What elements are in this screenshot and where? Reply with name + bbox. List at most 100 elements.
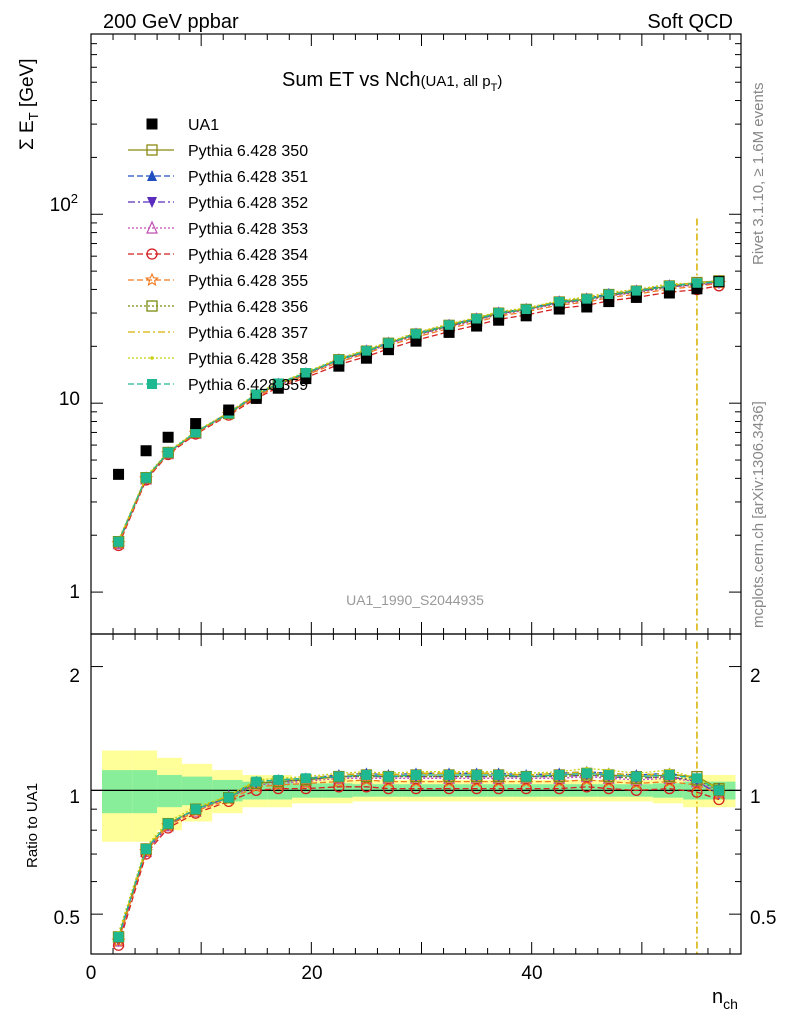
series-359-overlay-point xyxy=(664,281,674,291)
plot-title-sub-close: ) xyxy=(497,73,502,90)
main-plot-series xyxy=(111,218,727,634)
main-ylabel: Σ ET [GeV] xyxy=(17,58,41,150)
legend-label-350: Pythia 6.428 350 xyxy=(188,143,308,160)
legend-label-352: Pythia 6.428 352 xyxy=(188,195,308,212)
series-354-ratio-point xyxy=(410,782,422,795)
series-359-overlay-point xyxy=(383,338,393,348)
legend-label-357: Pythia 6.428 357 xyxy=(188,325,308,342)
series-358-line-ratio xyxy=(117,767,720,934)
ratio-uncertainty-bands xyxy=(91,750,741,842)
series-355-main xyxy=(111,275,727,550)
legend-label-351: Pythia 6.428 351 xyxy=(188,169,308,186)
series-352-line-main xyxy=(117,282,720,544)
xaxis-label: nch xyxy=(712,986,738,1012)
main-ytick-label-10: 10 xyxy=(59,389,80,410)
legend-marker-sample xyxy=(147,197,157,208)
series-350-line-main xyxy=(117,280,720,542)
series-359-ratio-point xyxy=(251,776,262,787)
legend-marker-sample xyxy=(146,144,158,156)
series-353-main xyxy=(112,274,725,550)
series-359-line-main xyxy=(117,280,720,542)
data-point-ua1 xyxy=(382,344,394,356)
legend-marker-sample xyxy=(147,379,157,389)
series-359-ratio-point xyxy=(603,769,614,780)
legend-marker-sample xyxy=(150,356,154,360)
ratio-ytick-label-0.5-left: 0.5 xyxy=(54,908,80,929)
xtick-label-0: 0 xyxy=(86,963,97,984)
ratio-ylabel: Ratio to UA1 xyxy=(24,783,41,868)
legend-label-353: Pythia 6.428 353 xyxy=(188,221,308,238)
series-353-line-main xyxy=(117,281,720,544)
series-359-ratio-point xyxy=(190,804,201,815)
series-350-main xyxy=(112,275,725,548)
series-359-ratio-point xyxy=(113,931,124,942)
plot-title-sub-index: T xyxy=(491,82,498,94)
series-359-ratio-point xyxy=(631,771,642,782)
data-point-ua1 xyxy=(581,301,593,313)
legend-entry-355: Pythia 6.428 355 xyxy=(128,272,308,290)
series-359-ratio-point xyxy=(141,844,152,855)
ratio-plot-series xyxy=(111,641,727,954)
ratio-plot-frame xyxy=(90,633,742,955)
series-359-point xyxy=(163,447,174,458)
data-point-ua1 xyxy=(630,291,642,303)
series-359-overlay-point xyxy=(582,294,592,304)
legend-marker-352 xyxy=(128,197,174,208)
series-354-line-ratio xyxy=(117,786,720,946)
series-354-ratio-point xyxy=(520,782,532,795)
series-359-point xyxy=(190,427,201,438)
series-354-ratio-point xyxy=(691,786,703,798)
series-359-ratio-point xyxy=(691,773,702,784)
series-351-line-main xyxy=(117,280,720,542)
series-359-ratio-point xyxy=(521,771,532,782)
legend-label-359: Pythia 6.428 359 xyxy=(188,377,308,394)
series-359-ratio-point xyxy=(444,769,455,780)
legend-label-ua1: UA1 xyxy=(188,117,219,134)
xtick-label-20: 20 xyxy=(301,963,322,984)
mcplots-reference-text: mcplots.cern.ch [arXiv:1306.3436] xyxy=(750,401,767,628)
ratio-band-inner xyxy=(132,770,158,814)
data-point-ua1 xyxy=(553,303,565,315)
series-359-overlay-point xyxy=(411,329,421,339)
series-359-ratio-point xyxy=(333,771,344,782)
series-357-ratio xyxy=(117,771,720,938)
series-359-ratio-point xyxy=(361,769,372,780)
legend-marker-350 xyxy=(128,144,174,156)
legend-marker-sample xyxy=(146,300,158,312)
series-354-ratio-point xyxy=(603,782,615,795)
plot-title-sub: (UA1, all p xyxy=(421,73,491,90)
data-point-ua1 xyxy=(272,382,284,394)
series-358-main xyxy=(116,279,721,542)
xaxis-label-sub: ch xyxy=(723,996,738,1012)
legend-entry-358: Pythia 6.428 358 xyxy=(128,351,308,368)
series-354-ratio-point xyxy=(630,784,642,797)
legend-marker-355 xyxy=(128,272,174,287)
data-point-ua1 xyxy=(360,352,372,364)
legend-marker-354 xyxy=(128,248,174,260)
series-357-line-ratio xyxy=(117,771,720,938)
rivet-version-text: Rivet 3.1.10, ≥ 1.6M events xyxy=(750,83,767,266)
series-359-ratio-point xyxy=(581,768,592,779)
plot-title: Sum ET vs Nch(UA1, all pT) xyxy=(282,69,502,94)
data-point-ua1 xyxy=(300,373,312,385)
series-359-overlay-point xyxy=(301,368,311,378)
header-right: Soft QCD xyxy=(647,11,733,33)
legend-marker-sample xyxy=(144,272,160,287)
series-357-main xyxy=(117,280,720,542)
series-354-ratio-point xyxy=(443,782,455,795)
series-359-ratio-point xyxy=(383,771,394,782)
series-359-point xyxy=(113,536,124,547)
series-359-overlay-point xyxy=(273,378,283,388)
series-359-ratio-point xyxy=(411,769,421,780)
legend-marker-359 xyxy=(128,379,174,389)
legend-marker-sample xyxy=(146,220,158,234)
main-ylabel-sub: T xyxy=(26,112,41,120)
series-358-line-main xyxy=(117,280,720,541)
series-359-overlay-point xyxy=(554,297,564,307)
ratio-ytick-label-2-left: 2 xyxy=(69,666,80,687)
series-356-line-main xyxy=(117,280,720,542)
plot-title-main: Sum ET vs Nch xyxy=(282,69,421,91)
series-359-overlay-point xyxy=(361,346,371,356)
series-359-overlay-point xyxy=(521,305,531,315)
